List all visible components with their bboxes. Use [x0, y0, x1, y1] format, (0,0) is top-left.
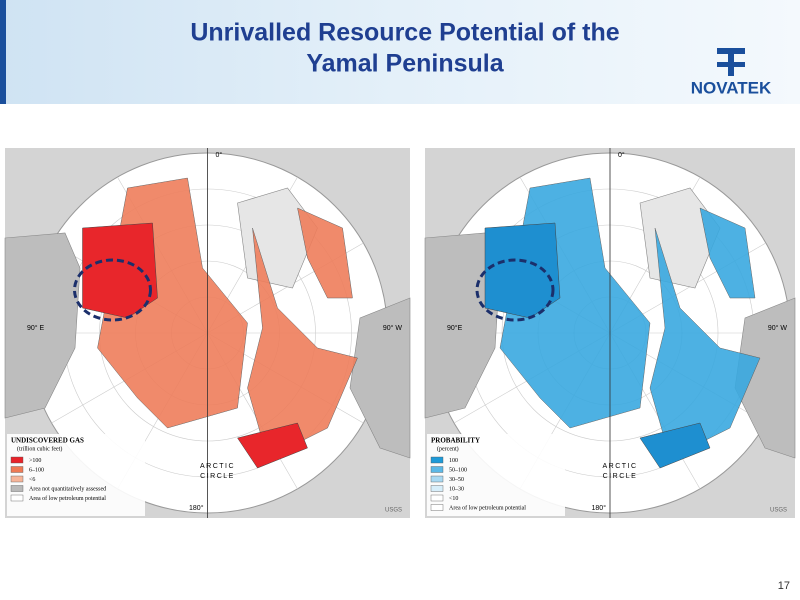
land: [734, 297, 796, 459]
legend-swatch: [430, 475, 444, 483]
land: [349, 297, 411, 459]
resource-zone: [297, 207, 353, 299]
map-label: 180°: [189, 504, 204, 512]
logo-icon: [717, 48, 745, 76]
land: [4, 232, 81, 419]
legend-swatch: [10, 494, 24, 502]
legend-item: 10–30: [449, 486, 464, 492]
legend-item: >100: [29, 458, 41, 464]
legend-swatch: [10, 466, 24, 473]
legend-item: <10: [449, 496, 458, 502]
legend-item: Area of low petroleum potential: [29, 495, 106, 502]
map-label: ARCTIC: [200, 463, 235, 470]
resource-zone: [247, 227, 358, 459]
map-source: USGS: [385, 508, 402, 514]
legend-swatch: [10, 485, 24, 492]
map-label: 90°E: [447, 324, 463, 332]
header-band: [0, 0, 800, 104]
map-label: 90° W: [768, 324, 788, 332]
resource-zone: [699, 207, 756, 299]
legend-unit: (percent): [437, 445, 459, 452]
legend-swatch: [430, 485, 444, 492]
yamal-highlight: [73, 258, 152, 322]
legend-swatch: [10, 475, 24, 483]
map-label: ARCTIC: [602, 463, 637, 470]
legend-swatch: [10, 456, 24, 464]
title-line: Unrivalled Resource Potential of the: [190, 19, 619, 47]
map-label: 90° W: [383, 324, 403, 332]
resource-hotspot: [82, 222, 158, 319]
resource-hotspot: [484, 222, 561, 319]
legend-swatch: [430, 504, 444, 511]
legend-item: Area of low petroleum potential: [449, 504, 526, 511]
map-label: 180°: [592, 504, 607, 512]
resource-hotspot: [237, 422, 308, 469]
map: 0° 90°E 90° W 180° ARCTIC CIRCLE USGS PROBABILI…: [424, 148, 796, 518]
logo-text: NOVATEK: [691, 78, 772, 97]
map-source: USGS: [770, 508, 787, 514]
legend: PROBABILITY(percent) 100 50–100 30–50 10–30 <…: [427, 434, 565, 516]
map: 0° 90° E 90° W 180° ARCTIC CIRCLE USGS UNDISCOV…: [4, 148, 411, 518]
legend-title: UNDISCOVERED GAS: [11, 437, 84, 445]
page-number: 17: [778, 580, 790, 592]
yamal-highlight: [475, 258, 555, 322]
header-accent: [0, 0, 6, 104]
legend-item: 30–50: [449, 477, 464, 483]
legend-item: <6: [29, 477, 35, 483]
map-label: 90° E: [27, 324, 45, 332]
legend-item: Area not quantitatively assessed: [29, 486, 106, 492]
legend: UNDISCOVERED GAS(trillion cubic feet) >10…: [7, 434, 145, 516]
legend-unit: (trillion cubic feet): [17, 445, 62, 452]
legend-box: [427, 434, 565, 516]
legend-item: 100: [449, 458, 458, 464]
map-label: 0°: [618, 151, 625, 159]
legend-swatch: [430, 494, 444, 502]
resource-zone: [649, 227, 761, 459]
map-label: 0°: [216, 151, 223, 159]
legend-box: [7, 434, 145, 516]
legend-item: 6–100: [29, 467, 44, 473]
resource-hotspot: [639, 422, 711, 469]
legend-item: 50–100: [449, 467, 467, 473]
legend-swatch: [430, 466, 444, 473]
legend-title: PROBABILITY: [431, 437, 480, 445]
title-line: Yamal Peninsula: [306, 50, 504, 78]
legend-swatch: [430, 456, 444, 464]
map-label: CIRCLE: [200, 473, 235, 480]
map-label: CIRCLE: [603, 473, 638, 480]
